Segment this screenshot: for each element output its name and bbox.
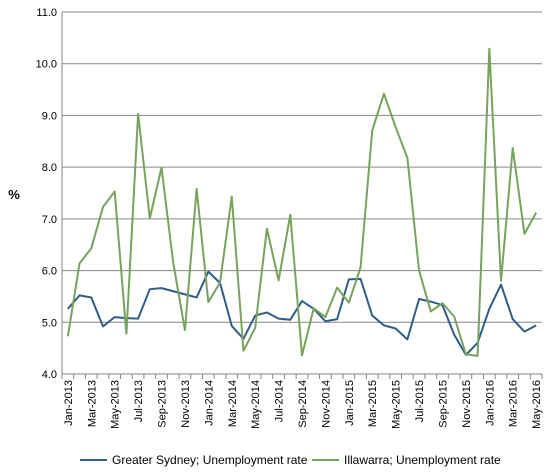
y-tick-labels: 4.0 5.0 6.0 7.0 8.0 9.0 10.0 11.0	[36, 7, 57, 381]
y-tick-label: 10.0	[36, 59, 57, 71]
y-axis-label: %	[8, 187, 20, 202]
x-tick-label: Jul-2014	[274, 380, 286, 422]
series-lines	[66, 47, 538, 357]
x-tick-label: May-2013	[110, 380, 122, 429]
x-tick-label: Nov-2013	[180, 380, 192, 428]
series-line-1	[67, 270, 537, 356]
x-tick-label: Jan-2016	[484, 380, 496, 426]
x-tick-label: Jul-2015	[414, 380, 426, 422]
x-tick-label: Sep-2013	[157, 380, 169, 428]
axes	[61, 12, 543, 379]
x-tick-label: Mar-2014	[227, 380, 239, 427]
x-tick-label: Mar-2013	[86, 380, 98, 427]
x-tick-label: Nov-2015	[461, 380, 473, 428]
x-tick-label: May-2014	[250, 380, 262, 429]
x-tick-label: Mar-2016	[508, 380, 520, 427]
x-tick-label: Jul-2013	[133, 380, 145, 422]
y-tick-label: 5.0	[42, 317, 57, 329]
legend-label: Greater Sydney; Unemployment rate	[112, 453, 308, 467]
legend-label: Illawarra; Unemployment rate	[344, 453, 501, 467]
y-tick-label: 4.0	[42, 369, 57, 381]
legend: Greater Sydney; Unemployment rate Illawar…	[80, 453, 501, 467]
x-tick-label: May-2015	[391, 380, 403, 429]
series-line-2	[66, 47, 538, 357]
x-tick-label: Nov-2014	[320, 380, 332, 428]
y-tick-label: 9.0	[42, 110, 57, 122]
x-tick-label: Jan-2013	[63, 380, 75, 426]
x-tick-label: Jan-2014	[203, 380, 215, 426]
x-tick-label: Sep-2014	[297, 380, 309, 428]
x-tick-labels: Jan-2013 Mar-2013 May-2013 Jul-2013 Sep-2013…	[63, 380, 543, 429]
y-tick-label: 11.0	[36, 7, 57, 19]
x-tick-label: May-2016	[531, 380, 543, 429]
x-tick-label: Sep-2015	[437, 380, 449, 428]
y-tick-label: 8.0	[42, 162, 57, 174]
y-tick-label: 6.0	[42, 266, 57, 278]
gridlines	[62, 11, 542, 375]
x-tick-label: Mar-2015	[367, 380, 379, 427]
y-tick-label: 7.0	[42, 214, 57, 226]
x-tick-label: Jan-2015	[344, 380, 356, 426]
